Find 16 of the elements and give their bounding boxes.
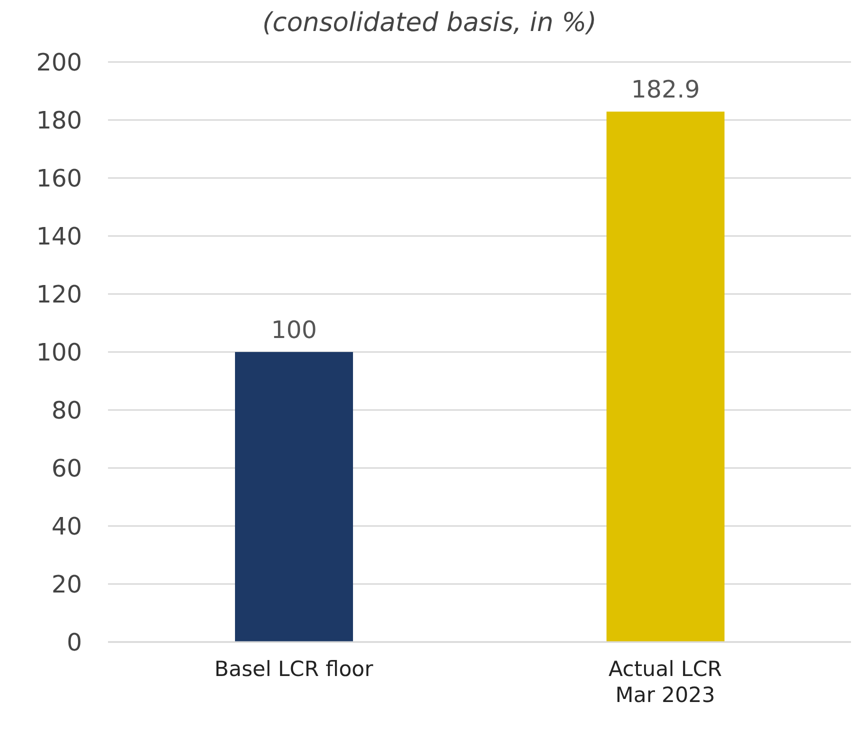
y-tick-label: 40 [51,512,82,541]
x-tick-label: Basel LCR floor [214,657,374,681]
data-label: 182.9 [631,76,700,104]
y-tick-label: 0 [66,628,82,657]
y-tick-label: 160 [36,164,82,193]
y-tick-label: 200 [36,48,82,77]
y-tick-label: 140 [36,222,82,251]
chart-subtitle: (consolidated basis, in %) [261,8,598,40]
y-tick-label: 60 [51,454,82,483]
y-tick-label: 180 [36,106,82,135]
y-tick-label: 80 [51,396,82,425]
y-tick-label: 20 [51,570,82,599]
y-tick-label: 120 [36,280,82,309]
y-tick-label: 100 [36,338,82,367]
data-label: 100 [271,316,317,344]
x-tick-label: Actual LCR Mar 2023 [608,657,722,707]
